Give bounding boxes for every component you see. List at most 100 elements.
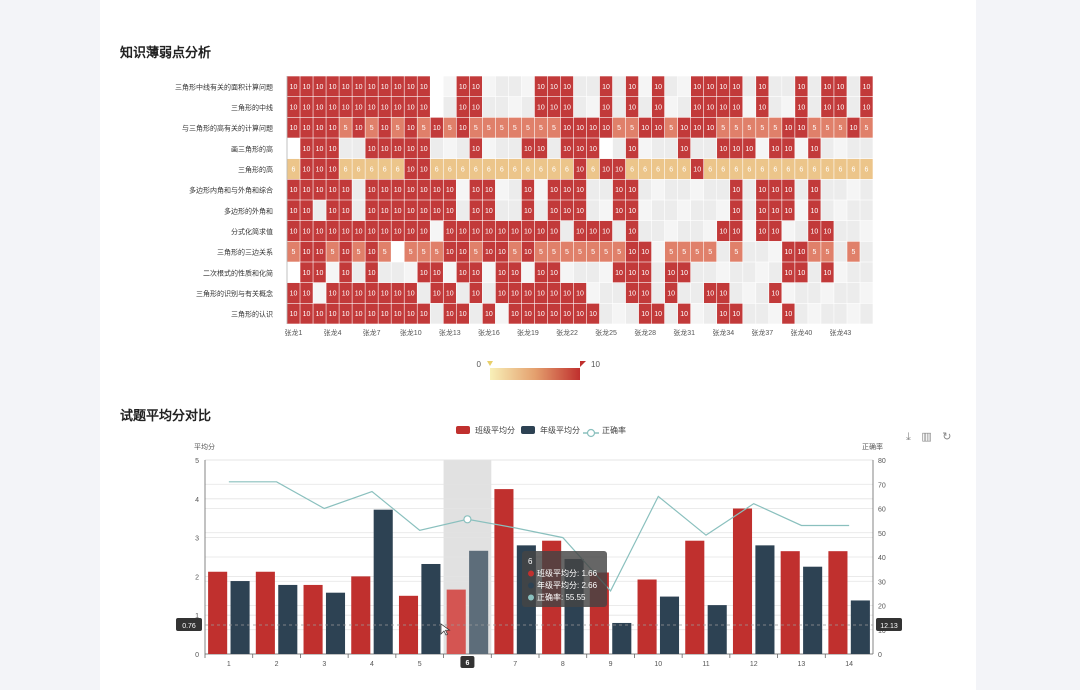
heatmap-cell bbox=[756, 200, 769, 221]
heatmap-cell bbox=[417, 179, 430, 200]
restore-icon[interactable]: ↻ bbox=[942, 431, 952, 443]
heatmap-cell-label: 10 bbox=[524, 146, 532, 153]
heatmap-cell-label: 5 bbox=[825, 125, 829, 132]
x-tick-label: 12 bbox=[750, 661, 758, 668]
heatmap-cell-label: 10 bbox=[290, 105, 298, 112]
heatmap-cell bbox=[339, 303, 352, 324]
heatmap-cell-label: 6 bbox=[812, 167, 816, 174]
heatmap-cell bbox=[365, 282, 378, 304]
heatmap-cell bbox=[651, 303, 665, 324]
heatmap-cell bbox=[730, 117, 743, 138]
heatmap-cell bbox=[391, 241, 404, 262]
heatmap-cell-label: 10 bbox=[563, 105, 571, 112]
heatmap-cell-label: 6 bbox=[344, 167, 348, 174]
heatmap-cell bbox=[521, 117, 535, 138]
bar-class-avg bbox=[780, 551, 800, 654]
heatmap-cell bbox=[534, 117, 548, 138]
bar-class-avg bbox=[255, 571, 275, 654]
heatmap-cell bbox=[664, 262, 678, 283]
heatmap-cell bbox=[625, 117, 639, 138]
heatmap-cell-label: 6 bbox=[643, 167, 647, 174]
legend-swatch[interactable] bbox=[456, 426, 470, 434]
heatmap-cell-label: 5 bbox=[474, 249, 478, 256]
heatmap-cell bbox=[795, 117, 808, 138]
heatmap-cell bbox=[365, 220, 378, 242]
heatmap-cell-label: 6 bbox=[526, 167, 530, 174]
heatmap-cell-label: 10 bbox=[732, 84, 740, 91]
bar-class-avg bbox=[732, 508, 753, 654]
heatmap-cell bbox=[612, 220, 626, 242]
legend-swatch[interactable] bbox=[583, 425, 599, 438]
heatmap-cell bbox=[365, 241, 378, 262]
heatmap-cell-label: 10 bbox=[290, 291, 298, 298]
heatmap-cell bbox=[586, 96, 600, 118]
heatmap-cell bbox=[847, 117, 860, 138]
heatmap-x-tick-label: 张龙13 bbox=[439, 328, 461, 337]
heatmap-cell-label: 10 bbox=[381, 146, 389, 153]
heatmap-cell bbox=[756, 138, 769, 159]
heatmap-cell bbox=[651, 220, 665, 242]
heatmap-cell bbox=[430, 200, 443, 221]
line-switch-icon[interactable]: ⤓ bbox=[906, 431, 911, 443]
y-right-tick-label: 10 bbox=[878, 628, 886, 635]
heatmap-cell bbox=[717, 76, 730, 97]
heatmap-cell bbox=[456, 138, 470, 159]
heatmap-cell bbox=[378, 158, 391, 180]
heatmap-cell bbox=[782, 117, 795, 138]
heatmap-cell-label: 10 bbox=[576, 125, 584, 132]
heatmap-cell bbox=[482, 76, 496, 97]
heatmap-cell bbox=[730, 200, 743, 221]
x-tick-label: 2 bbox=[275, 661, 279, 668]
legend-label[interactable]: 班级平均分 bbox=[475, 426, 515, 435]
legend-label[interactable]: 年级平均分 bbox=[540, 426, 580, 435]
heatmap-cell bbox=[756, 303, 769, 324]
heatmap-cell-label: 10 bbox=[355, 229, 363, 236]
heatmap-cell-label: 6 bbox=[669, 167, 673, 174]
heatmap-cell bbox=[860, 200, 873, 221]
heatmap-y-label: 分式化简求值 bbox=[231, 227, 273, 236]
bar-grade-avg bbox=[612, 622, 632, 654]
tooltip-box bbox=[522, 551, 607, 607]
heatmap-cell bbox=[756, 179, 769, 200]
heatmap-cell-label: 10 bbox=[381, 291, 389, 298]
heatmap-cell bbox=[404, 241, 417, 262]
bar-grade-avg bbox=[850, 600, 870, 654]
heatmap-cell bbox=[717, 303, 730, 324]
heatmap-x-tick-label: 张龙25 bbox=[595, 328, 617, 337]
heatmap-cell bbox=[443, 220, 456, 242]
heatmap-cell bbox=[612, 282, 626, 304]
heatmap-cell-label: 10 bbox=[316, 249, 324, 256]
heatmap-cell bbox=[808, 96, 821, 118]
legend-label[interactable]: 正确率 bbox=[602, 426, 626, 435]
heatmap-cell-label: 10 bbox=[602, 167, 610, 174]
bar-switch-icon[interactable]: ▥ bbox=[921, 431, 932, 443]
heatmap-cell bbox=[717, 262, 730, 283]
heatmap-cell bbox=[730, 76, 743, 97]
heatmap-cell bbox=[625, 96, 639, 118]
heatmap-cell-label: 10 bbox=[394, 187, 402, 194]
heatmap-cell-label: 10 bbox=[368, 187, 376, 194]
heatmap-cell bbox=[287, 200, 300, 221]
heatmap-cell bbox=[651, 241, 665, 262]
heatmap-cell-label: 10 bbox=[303, 105, 311, 112]
heatmap-cell-label: 10 bbox=[628, 105, 636, 112]
heatmap-cell bbox=[573, 96, 587, 118]
heatmap-cell-label: 10 bbox=[589, 146, 597, 153]
heatmap-cell bbox=[534, 96, 548, 118]
heatmap-cell bbox=[404, 96, 417, 118]
heatmap-cell bbox=[508, 220, 522, 242]
heatmap-cell-label: 6 bbox=[461, 167, 465, 174]
heatmap-cell bbox=[456, 76, 470, 97]
heatmap-cell bbox=[756, 117, 769, 138]
heatmap-cell bbox=[300, 220, 313, 242]
heatmap-cell bbox=[847, 220, 860, 242]
heatmap-cell-label: 10 bbox=[459, 105, 467, 112]
heatmap-cell bbox=[717, 96, 730, 118]
tooltip-line: 年级平均分: 2.66 bbox=[537, 580, 598, 590]
heatmap-cell bbox=[677, 241, 691, 262]
heatmap-cell-label: 10 bbox=[381, 105, 389, 112]
heatmap-cell-label: 5 bbox=[500, 125, 504, 132]
heatmap-cell-label: 10 bbox=[784, 311, 792, 318]
legend-swatch[interactable] bbox=[521, 426, 535, 434]
heatmap-cell bbox=[847, 179, 860, 200]
